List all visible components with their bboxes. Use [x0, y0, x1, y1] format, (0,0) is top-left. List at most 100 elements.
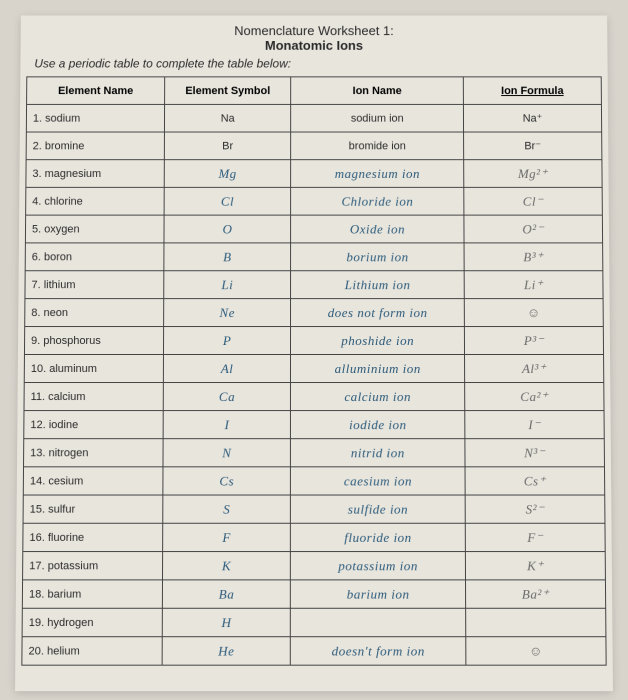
table-row: 11. calciumCacalcium ionCa²⁺: [24, 383, 604, 411]
cell-ion-name: fluoride ion: [291, 523, 466, 551]
cell-element-name: 4. chlorine: [26, 187, 165, 215]
worksheet-table: Element Name Element Symbol Ion Name Ion…: [21, 76, 606, 665]
header-row: Element Name Element Symbol Ion Name Ion…: [27, 77, 602, 105]
cell-ion-formula: ☺: [466, 637, 606, 665]
cell-element-symbol: O: [164, 215, 291, 243]
table-row: 12. iodineIiodide ionI⁻: [24, 411, 604, 439]
cell-element-name: 16. fluorine: [23, 523, 163, 551]
cell-ion-name: calcium ion: [291, 383, 465, 411]
table-row: 6. boronBborium ionB³⁺: [25, 243, 603, 271]
table-row: 15. sulfurSsulfide ionS²⁻: [23, 495, 605, 523]
title-line1: Nomenclature Worksheet 1:: [27, 23, 602, 38]
cell-element-symbol: H: [162, 608, 290, 636]
title-line2: Monatomic Ions: [27, 38, 602, 53]
cell-ion-name: [291, 608, 466, 636]
table-row: 20. heliumHedoesn't form ion☺: [22, 637, 606, 665]
table-row: 18. bariumBabarium ionBa²⁺: [22, 580, 605, 608]
cell-ion-name: does not form ion: [291, 299, 465, 327]
cell-element-name: 2. bromine: [26, 132, 164, 160]
cell-element-symbol: Cs: [163, 467, 291, 495]
cell-element-name: 13. nitrogen: [24, 439, 164, 467]
header-ion-formula: Ion Formula: [463, 77, 601, 105]
table-row: 1. sodiumNasodium ionNa⁺: [26, 104, 601, 132]
table-body: 1. sodiumNasodium ionNa⁺2. bromineBrbrom…: [22, 104, 606, 665]
cell-element-name: 6. boron: [25, 243, 164, 271]
cell-ion-name: sodium ion: [291, 104, 464, 132]
cell-ion-formula: O²⁻: [464, 215, 603, 243]
cell-element-symbol: S: [163, 495, 291, 523]
cell-ion-formula: B³⁺: [464, 243, 603, 271]
cell-ion-formula: [466, 608, 606, 636]
table-row: 19. hydrogenH: [22, 608, 606, 636]
cell-element-name: 9. phosphorus: [24, 327, 163, 355]
table-row: 16. fluorineFfluoride ionF⁻: [23, 523, 605, 551]
cell-element-name: 19. hydrogen: [22, 608, 162, 636]
cell-ion-formula: F⁻: [465, 523, 605, 551]
cell-ion-name: doesn't form ion: [291, 637, 466, 665]
cell-ion-formula: P³⁻: [464, 327, 603, 355]
table-row: 4. chlorineClChloride ionCl⁻: [26, 187, 603, 215]
cell-element-symbol: Ba: [162, 580, 290, 608]
cell-ion-formula: Cl⁻: [464, 187, 603, 215]
cell-element-symbol: N: [163, 439, 291, 467]
cell-ion-name: magnesium ion: [291, 160, 464, 188]
cell-element-symbol: P: [163, 327, 290, 355]
table-row: 17. potassiumKpotassium ionK⁺: [23, 552, 606, 580]
cell-ion-formula: Mg²⁺: [464, 160, 602, 188]
title-block: Nomenclature Worksheet 1: Monatomic Ions: [27, 23, 602, 52]
table-row: 7. lithiumLiLithium ionLi⁺: [25, 271, 603, 299]
cell-ion-formula: Br⁻: [464, 132, 602, 160]
cell-ion-name: phoshide ion: [291, 327, 465, 355]
cell-ion-name: caesium ion: [291, 467, 465, 495]
cell-element-name: 15. sulfur: [23, 495, 163, 523]
cell-ion-formula: ☺: [464, 299, 603, 327]
cell-ion-formula: S²⁻: [465, 495, 605, 523]
table-row: 10. aluminumAlalluminium ionAl³⁺: [24, 354, 604, 382]
cell-element-symbol: B: [164, 243, 291, 271]
cell-ion-formula: K⁺: [465, 552, 605, 580]
cell-element-symbol: Br: [164, 132, 291, 160]
cell-ion-formula: Al³⁺: [465, 354, 604, 382]
cell-ion-formula: I⁻: [465, 411, 604, 439]
cell-element-name: 18. barium: [22, 580, 162, 608]
cell-element-name: 10. aluminum: [24, 354, 163, 382]
header-element-name: Element Name: [27, 77, 165, 105]
cell-element-name: 20. helium: [22, 637, 162, 665]
cell-element-symbol: He: [162, 637, 291, 665]
table-row: 3. magnesiumMgmagnesium ionMg²⁺: [26, 160, 602, 188]
worksheet-paper: Nomenclature Worksheet 1: Monatomic Ions…: [15, 15, 613, 691]
cell-ion-formula: N³⁻: [465, 439, 605, 467]
cell-element-symbol: Cl: [164, 187, 291, 215]
table-row: 5. oxygenOOxide ionO²⁻: [25, 215, 602, 243]
cell-ion-formula: Ca²⁺: [465, 383, 604, 411]
cell-ion-name: Oxide ion: [291, 215, 464, 243]
cell-ion-name: iodide ion: [291, 411, 465, 439]
table-row: 8. neonNedoes not form ion☺: [25, 299, 604, 327]
cell-element-symbol: F: [163, 523, 291, 551]
cell-element-symbol: I: [163, 411, 291, 439]
table-row: 2. bromineBrbromide ionBr⁻: [26, 132, 602, 160]
cell-ion-name: Chloride ion: [291, 187, 464, 215]
cell-element-symbol: Mg: [164, 160, 291, 188]
cell-ion-formula: Li⁺: [464, 271, 603, 299]
cell-ion-formula: Ba²⁺: [466, 580, 606, 608]
cell-ion-name: barium ion: [291, 580, 466, 608]
table-row: 13. nitrogenNnitrid ionN³⁻: [24, 439, 605, 467]
cell-ion-formula: Na⁺: [463, 104, 601, 132]
instruction-text: Use a periodic table to complete the tab…: [34, 57, 601, 71]
cell-element-symbol: Na: [164, 104, 291, 132]
cell-element-name: 8. neon: [25, 299, 164, 327]
table-row: 9. phosphorusPphoshide ionP³⁻: [24, 327, 603, 355]
cell-element-symbol: Ca: [163, 383, 291, 411]
cell-element-symbol: Li: [164, 271, 291, 299]
cell-element-name: 17. potassium: [23, 552, 163, 580]
cell-element-name: 12. iodine: [24, 411, 163, 439]
cell-element-symbol: Al: [163, 354, 291, 382]
cell-ion-name: alluminium ion: [291, 354, 465, 382]
cell-element-name: 5. oxygen: [25, 215, 164, 243]
cell-element-name: 11. calcium: [24, 383, 163, 411]
header-element-symbol: Element Symbol: [165, 77, 291, 105]
cell-element-symbol: K: [162, 552, 290, 580]
cell-element-symbol: Ne: [164, 299, 291, 327]
header-ion-name: Ion Name: [291, 77, 463, 105]
